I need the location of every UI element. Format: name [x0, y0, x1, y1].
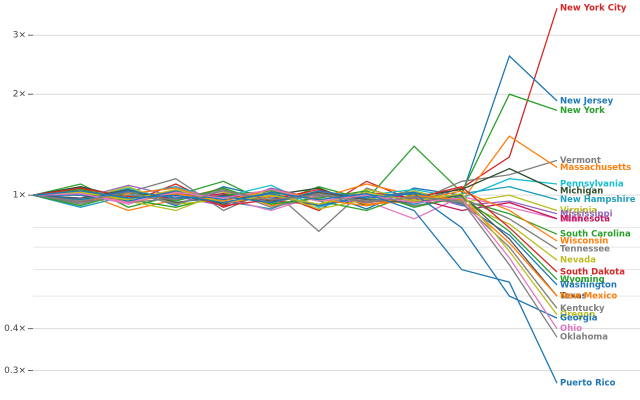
series-label: Massachusetts: [560, 163, 631, 173]
series-label: Tennessee: [560, 245, 610, 255]
series-label: Mississippi: [560, 209, 613, 219]
y-tick-label: 2×: [13, 90, 26, 100]
y-tick-label: 1×: [13, 191, 26, 201]
series-line: [32, 188, 558, 316]
series-label: Wisconsin: [560, 237, 608, 247]
y-tick-label: 3×: [13, 31, 26, 41]
series-line: [32, 54, 558, 210]
series-label: New Mexico: [560, 292, 617, 302]
y-tick-label: 0.3×: [4, 366, 26, 376]
series-line: [32, 8, 558, 212]
series-label: New York: [560, 106, 605, 116]
series-label: Washington: [560, 280, 617, 290]
y-tick-label: 0.4×: [4, 324, 26, 334]
series-label: Vermont: [560, 156, 601, 166]
series-label: South Carolina: [560, 230, 631, 240]
series-label: Oklahoma: [560, 333, 608, 343]
series-label: Utah: [560, 214, 583, 224]
series-line: [32, 190, 558, 384]
series-label: South Dakota: [560, 268, 625, 278]
series-label: New York City: [560, 4, 627, 14]
series-label: New Jersey: [560, 96, 614, 106]
series-label: Puerto Rico: [560, 379, 616, 389]
series-label: Georgia: [560, 314, 598, 324]
series-label: Minnesota: [560, 214, 610, 224]
series-label: Kentucky: [560, 304, 605, 314]
series-line: [32, 190, 558, 338]
series-label: Nevada: [560, 256, 596, 266]
series-label: New Hampshire: [560, 195, 636, 205]
series-label: Oregon: [560, 310, 595, 320]
series-label: Ohio: [560, 324, 582, 334]
series-label: Texas: [560, 292, 587, 302]
series-label: Pennsylvania: [560, 179, 624, 189]
series-label: Virginia: [560, 206, 597, 216]
series-label: Michigan: [560, 186, 603, 196]
series-label: Wyoming: [560, 275, 605, 285]
